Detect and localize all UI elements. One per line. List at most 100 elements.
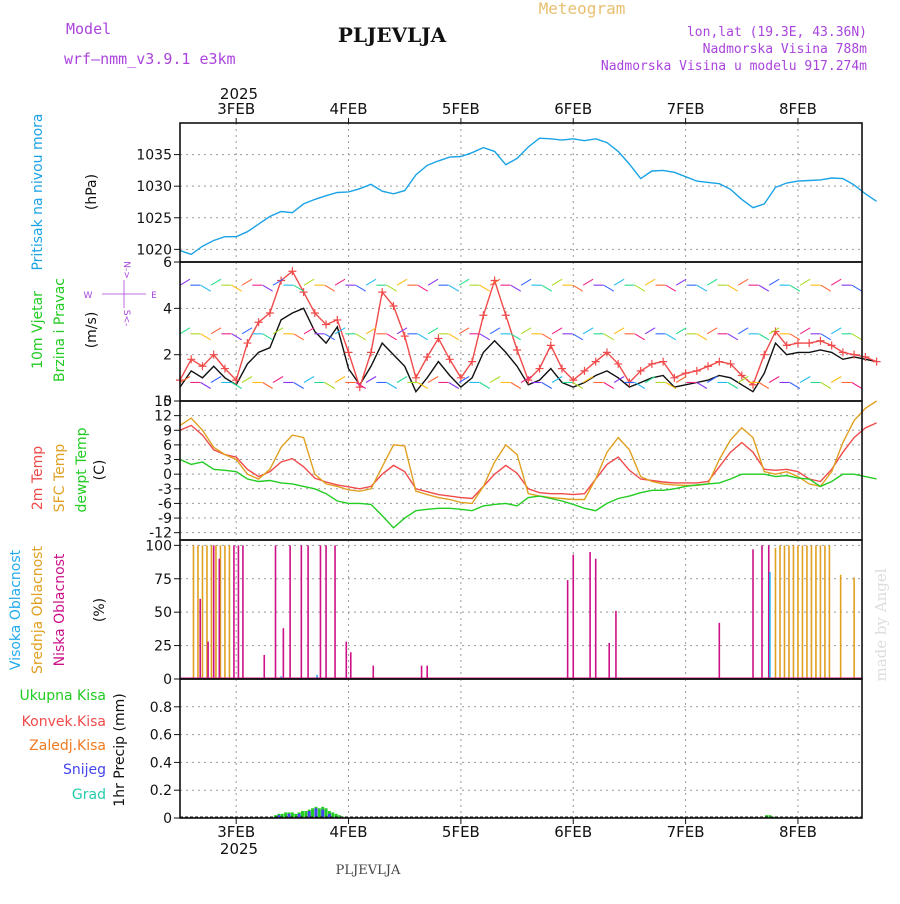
wind-arrow (727, 381, 739, 389)
wind-arrow (727, 284, 739, 292)
clouds-bar (718, 622, 721, 679)
clouds-bar (349, 652, 352, 679)
pressure-title: Pritisak na nivou mora (30, 113, 46, 270)
precip-bar (280, 813, 284, 818)
wind-arrow (489, 278, 501, 286)
wind-arrow (210, 375, 222, 383)
y-tick-label: 0.2 (150, 783, 172, 799)
clouds-bar (797, 545, 799, 679)
wind-arrow (613, 375, 625, 383)
gust-marker (333, 315, 342, 324)
clouds-bar (206, 545, 208, 679)
gust-marker (344, 348, 353, 357)
gust-marker (220, 364, 229, 373)
lonlat-label: lon,lat (19.3E, 43.36N) (687, 25, 867, 40)
clouds-bar (316, 674, 318, 679)
model-elevation-label: Nadmorska Visina u modelu 917.274m (601, 59, 867, 74)
y-tick-label: 1035 (136, 148, 172, 164)
wind-arrow (758, 381, 770, 389)
elevation-label: Nadmorska Visina 788m (703, 42, 868, 57)
wind-arrow (510, 381, 522, 389)
wind-arrow (768, 327, 780, 335)
precip-bar (277, 815, 281, 818)
wind-arrow (675, 327, 687, 335)
wind-arrow (737, 278, 749, 286)
y-tick-label: 0 (163, 672, 172, 688)
clouds-bar (589, 552, 591, 679)
wind-arrow (334, 327, 346, 335)
gust-marker (513, 346, 522, 355)
wind-arrow (830, 327, 842, 335)
wind-arrow (696, 284, 708, 292)
clouds-bar (207, 641, 209, 679)
clouds-bar (319, 545, 322, 679)
wind-arrow (851, 284, 863, 292)
wind-arrow (582, 375, 594, 383)
wind-arrow (789, 284, 801, 292)
clouds-bar (237, 545, 240, 679)
wind-arrow (551, 375, 563, 383)
wind-arrow (231, 333, 242, 341)
precip-bar (300, 811, 304, 818)
clouds-bar (752, 549, 754, 679)
gust-marker (782, 341, 791, 350)
watermark: made by Angel (872, 568, 890, 681)
clouds-bar (300, 545, 303, 679)
bottom-day-label: 3FEB (217, 823, 255, 841)
clouds-frame (179, 539, 863, 680)
wind-arrow (489, 327, 501, 335)
low-cloud-label: Niska Oblacnost (52, 553, 68, 666)
clouds-bar (761, 545, 763, 679)
y-tick-label: 12 (154, 409, 172, 425)
year-top: 2025 (220, 85, 258, 103)
wind-arrow (820, 284, 832, 292)
gust-marker (647, 359, 656, 368)
clouds-panel: 0 25 50 75 100 (145, 538, 863, 688)
wind-arrow (200, 381, 211, 389)
precip-panel: 0 0.2 0.4 0.6 0.8 (150, 678, 863, 827)
wind-arrow (613, 278, 625, 286)
wind-arrow (789, 333, 801, 341)
wind-arrow (541, 333, 553, 341)
y-tick-label: 25 (154, 639, 172, 655)
clouds-bar (274, 545, 277, 679)
total-precip-label: Ukupna Kisa (19, 688, 106, 704)
wind-arrow (241, 278, 253, 286)
gust-marker (299, 288, 308, 297)
clouds-bar (282, 628, 285, 679)
temperature-series-1 (179, 400, 877, 505)
wind-arrow (572, 284, 584, 292)
y-tick-label: 6 (163, 438, 172, 454)
gust-marker (187, 355, 196, 364)
wind-arrow (427, 375, 439, 383)
bottom-day-label: 7FEB (667, 823, 705, 841)
wind-arrow (365, 278, 377, 286)
precip-bar (304, 811, 308, 818)
compass-cross (102, 280, 146, 308)
clouds-bar (774, 548, 777, 679)
wind-arrow (675, 375, 687, 383)
gust-marker (591, 357, 600, 366)
gust-marker (378, 288, 387, 297)
precip-bar (334, 813, 338, 818)
wind-series-0 (179, 307, 877, 394)
wind-arrow (510, 284, 522, 292)
wind-arrow (355, 381, 367, 389)
clouds-bar (824, 545, 826, 679)
clouds-bar (815, 545, 817, 679)
wind-arrow (272, 327, 284, 335)
wind-arrow (427, 278, 439, 286)
wind-arrow (427, 327, 439, 335)
wind-arrow (386, 284, 398, 292)
wind-arrow (303, 327, 315, 335)
wind-arrow (634, 284, 646, 292)
wind-arrow (551, 278, 563, 286)
wind-arrow (768, 278, 780, 286)
wind-arrow (355, 284, 367, 292)
y-tick-label: 2 (163, 348, 172, 364)
gust-marker (423, 352, 432, 361)
clouds-bar (426, 665, 428, 679)
y-tick-label: 0.6 (150, 728, 172, 744)
